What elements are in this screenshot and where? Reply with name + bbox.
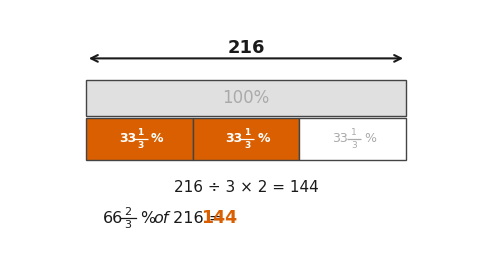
Bar: [86, 80, 406, 116]
Bar: [192, 118, 300, 160]
Text: 3: 3: [244, 141, 250, 150]
Text: 216 ÷ 3 × 2 = 144: 216 ÷ 3 × 2 = 144: [174, 180, 318, 195]
Text: 1: 1: [137, 128, 144, 137]
Text: of: of: [153, 211, 168, 226]
Text: 1: 1: [351, 128, 357, 137]
Text: %: %: [151, 133, 163, 146]
Bar: [300, 118, 406, 160]
Text: 144: 144: [201, 210, 237, 227]
Text: 33: 33: [332, 133, 348, 146]
Text: %: %: [257, 133, 270, 146]
Text: 2: 2: [124, 207, 131, 217]
Text: 100%: 100%: [222, 89, 270, 107]
Text: 1: 1: [244, 128, 250, 137]
Text: 66: 66: [103, 211, 123, 226]
Text: 3: 3: [137, 141, 144, 150]
Text: 216: 216: [227, 39, 265, 57]
Text: 3: 3: [351, 141, 357, 150]
Text: %: %: [364, 133, 376, 146]
Text: %: %: [141, 211, 161, 226]
Text: 3: 3: [124, 220, 131, 230]
Text: 33: 33: [226, 133, 243, 146]
Bar: [86, 118, 192, 160]
Text: 33: 33: [119, 133, 136, 146]
Text: 216 =: 216 =: [168, 211, 227, 226]
